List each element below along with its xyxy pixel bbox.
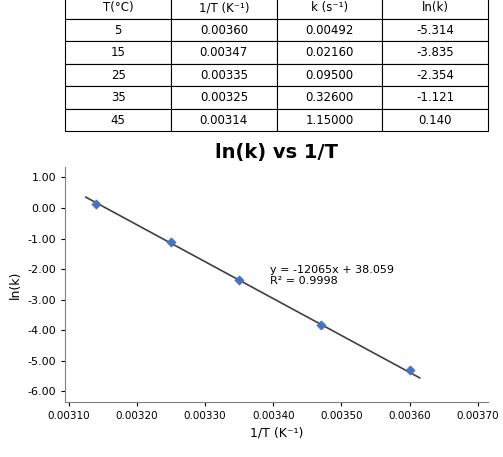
Point (167, 239, 175, 246)
Point (92, 200, 100, 207)
Text: y = -12065x + 38.059
R² = 0.9998: y = -12065x + 38.059 R² = 0.9998 (270, 265, 394, 286)
Title: ln(k) vs 1/T: ln(k) vs 1/T (215, 143, 338, 162)
X-axis label: 1/T (K⁻¹): 1/T (K⁻¹) (250, 427, 303, 440)
Point (317, 322, 325, 329)
Point (405, 367, 413, 374)
Point (235, 276, 243, 284)
Y-axis label: ln(k): ln(k) (9, 270, 22, 298)
